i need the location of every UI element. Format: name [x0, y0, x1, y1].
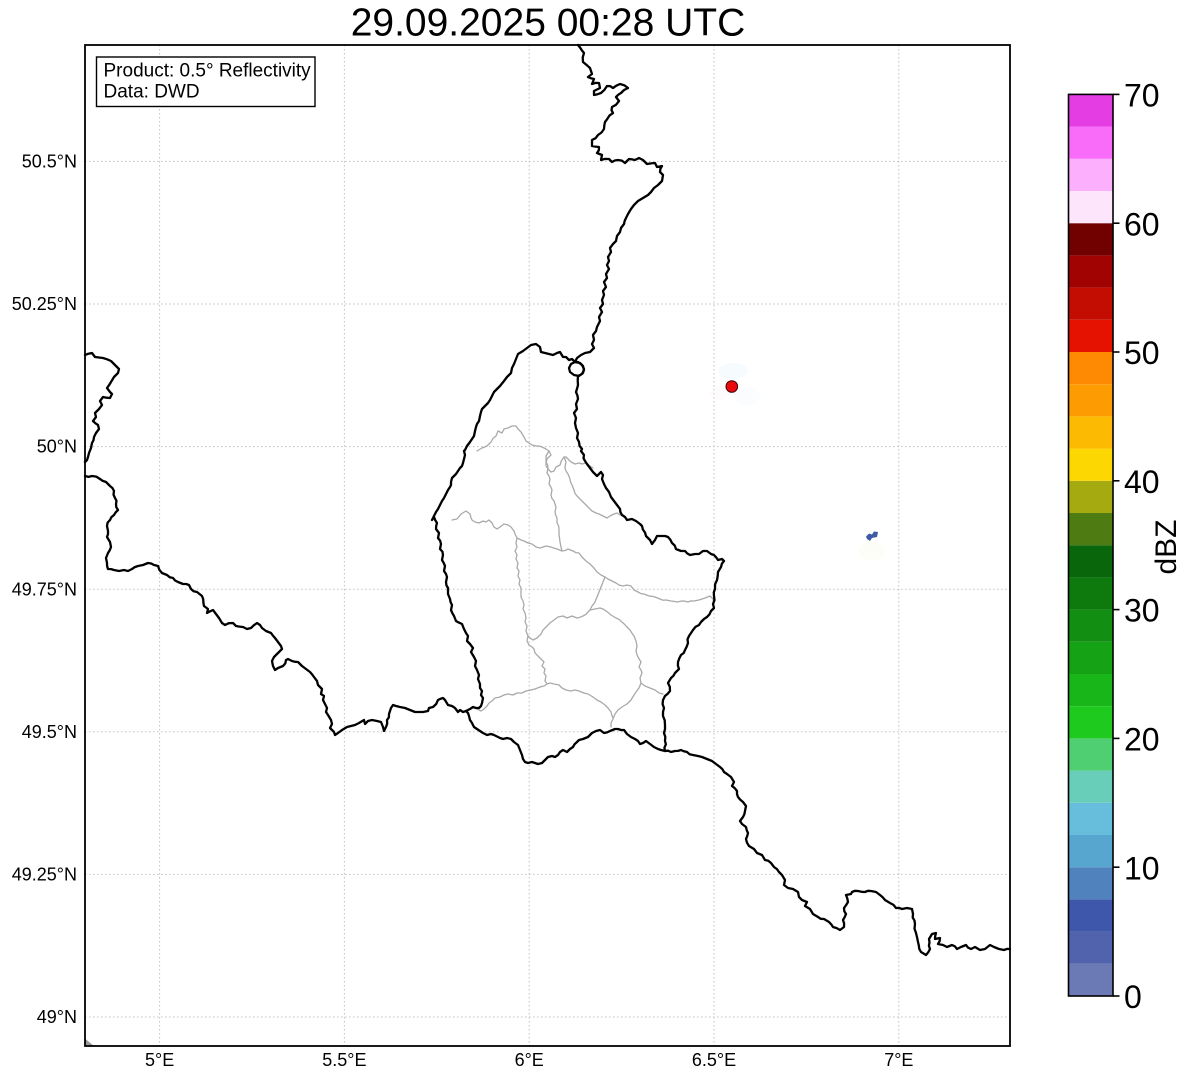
svg-text:50°N: 50°N	[37, 437, 77, 457]
svg-text:6.5°E: 6.5°E	[692, 1050, 736, 1070]
svg-text:0: 0	[1124, 979, 1142, 1015]
svg-text:5°E: 5°E	[145, 1050, 174, 1070]
svg-text:6°E: 6°E	[515, 1050, 544, 1070]
svg-text:60: 60	[1124, 206, 1160, 242]
svg-text:50: 50	[1124, 335, 1160, 371]
svg-text:50.5°N: 50.5°N	[22, 152, 77, 172]
svg-text:Data: DWD: Data: DWD	[104, 82, 200, 103]
svg-text:49°N: 49°N	[37, 1007, 77, 1027]
svg-text:10: 10	[1124, 850, 1160, 886]
svg-text:5.5°E: 5.5°E	[322, 1050, 366, 1070]
svg-text:49.25°N: 49.25°N	[12, 865, 77, 885]
svg-text:7°E: 7°E	[884, 1050, 913, 1070]
svg-text:50.25°N: 50.25°N	[12, 294, 77, 314]
svg-text:40: 40	[1124, 464, 1160, 500]
svg-text:70: 70	[1124, 78, 1160, 114]
svg-text:29.09.2025 00:28 UTC: 29.09.2025 00:28 UTC	[351, 2, 746, 45]
svg-text:Product: 0.5° Reflectivity: Product: 0.5° Reflectivity	[104, 61, 312, 82]
svg-text:dBZ: dBZ	[1150, 519, 1183, 574]
svg-text:49.75°N: 49.75°N	[12, 579, 77, 599]
svg-text:49.5°N: 49.5°N	[22, 722, 77, 742]
svg-text:30: 30	[1124, 593, 1160, 629]
svg-text:20: 20	[1124, 722, 1160, 758]
